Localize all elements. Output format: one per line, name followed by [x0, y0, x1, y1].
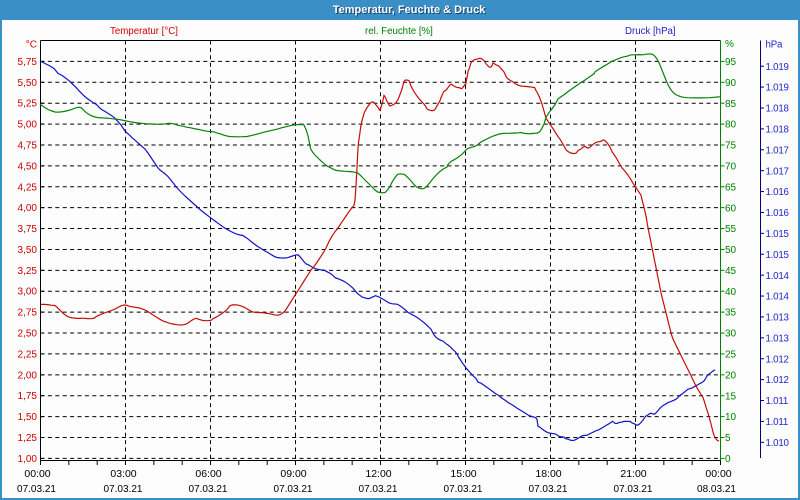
- svg-text:09:00: 09:00: [280, 468, 306, 480]
- svg-text:1,25: 1,25: [18, 433, 38, 444]
- svg-text:1.011: 1.011: [766, 396, 789, 407]
- svg-text:2,50: 2,50: [18, 329, 38, 340]
- svg-text:5,50: 5,50: [18, 78, 38, 89]
- svg-text:08.03.21: 08.03.21: [697, 484, 736, 495]
- svg-text:3,25: 3,25: [18, 266, 38, 277]
- svg-text:00:00: 00:00: [24, 468, 50, 480]
- svg-text:70: 70: [725, 161, 737, 172]
- svg-text:85: 85: [725, 99, 737, 110]
- svg-text:4,75: 4,75: [18, 140, 38, 151]
- svg-text:18:00: 18:00: [535, 468, 561, 480]
- svg-text:07.03.21: 07.03.21: [614, 484, 653, 495]
- svg-text:50: 50: [725, 245, 737, 256]
- svg-text:1.011: 1.011: [766, 417, 789, 428]
- svg-text:20: 20: [725, 370, 737, 381]
- svg-text:1.014: 1.014: [766, 271, 790, 282]
- svg-text:rel. Feuchte [%]: rel. Feuchte [%]: [365, 26, 433, 37]
- svg-text:00:00: 00:00: [705, 468, 731, 480]
- svg-text:3,75: 3,75: [18, 224, 38, 235]
- svg-text:2,25: 2,25: [18, 349, 38, 360]
- svg-text:03:00: 03:00: [110, 468, 136, 480]
- svg-text:10: 10: [725, 412, 737, 423]
- svg-text:07.03.21: 07.03.21: [17, 484, 56, 495]
- svg-text:07.03.21: 07.03.21: [529, 484, 568, 495]
- svg-text:1,75: 1,75: [18, 391, 38, 402]
- svg-text:Temperatur [°C]: Temperatur [°C]: [110, 26, 178, 37]
- svg-text:07.03.21: 07.03.21: [104, 484, 143, 495]
- svg-text:2,00: 2,00: [18, 370, 38, 381]
- svg-text:5,75: 5,75: [18, 57, 38, 68]
- svg-text:1.019: 1.019: [766, 62, 789, 73]
- svg-text:1,00: 1,00: [18, 454, 38, 465]
- svg-text:07.03.21: 07.03.21: [359, 484, 398, 495]
- svg-text:1.014: 1.014: [766, 292, 790, 303]
- svg-text:1.016: 1.016: [766, 208, 789, 219]
- svg-text:4,25: 4,25: [18, 182, 38, 193]
- svg-text:1.013: 1.013: [766, 313, 789, 324]
- svg-text:1.015: 1.015: [766, 229, 789, 240]
- svg-text:25: 25: [725, 350, 737, 361]
- svg-text:75: 75: [725, 141, 737, 152]
- svg-text:45: 45: [725, 266, 737, 277]
- svg-text:35: 35: [725, 308, 737, 319]
- svg-text:1,50: 1,50: [18, 412, 38, 423]
- svg-text:1.013: 1.013: [766, 333, 789, 344]
- svg-text:1.012: 1.012: [766, 375, 789, 386]
- svg-text:3,00: 3,00: [18, 287, 38, 298]
- svg-text:0: 0: [725, 454, 731, 465]
- svg-text:12:00: 12:00: [365, 468, 391, 480]
- svg-text:4,50: 4,50: [18, 161, 38, 172]
- svg-text:15: 15: [725, 391, 737, 402]
- svg-text:%: %: [725, 39, 734, 50]
- svg-text:30: 30: [725, 329, 737, 340]
- svg-text:07.03.21: 07.03.21: [444, 484, 483, 495]
- svg-text:07.03.21: 07.03.21: [189, 484, 228, 495]
- svg-text:2,75: 2,75: [18, 308, 38, 319]
- svg-text:5,00: 5,00: [18, 120, 38, 131]
- svg-text:40: 40: [725, 287, 737, 298]
- svg-text:55: 55: [725, 224, 737, 235]
- svg-text:95: 95: [725, 57, 737, 68]
- svg-text:1.015: 1.015: [766, 250, 789, 261]
- svg-text:1.019: 1.019: [766, 83, 789, 94]
- svg-text:60: 60: [725, 203, 737, 214]
- svg-text:5: 5: [725, 433, 731, 444]
- svg-text:3,50: 3,50: [18, 245, 38, 256]
- svg-text:21:00: 21:00: [620, 468, 646, 480]
- svg-text:07.03.21: 07.03.21: [274, 484, 313, 495]
- svg-text:1.018: 1.018: [766, 104, 789, 115]
- svg-text:°C: °C: [26, 40, 37, 51]
- svg-text:1.017: 1.017: [766, 166, 789, 177]
- svg-text:90: 90: [725, 78, 737, 89]
- svg-text:1.012: 1.012: [766, 354, 789, 365]
- svg-text:1.018: 1.018: [766, 124, 789, 135]
- svg-text:15:00: 15:00: [450, 468, 476, 480]
- svg-text:65: 65: [725, 182, 737, 193]
- svg-text:1.017: 1.017: [766, 145, 789, 156]
- svg-text:80: 80: [725, 120, 737, 131]
- svg-text:hPa: hPa: [766, 40, 783, 51]
- svg-text:1.016: 1.016: [766, 187, 789, 198]
- svg-text:5,25: 5,25: [18, 99, 38, 110]
- svg-text:4,00: 4,00: [18, 203, 38, 214]
- svg-text:06:00: 06:00: [195, 468, 221, 480]
- svg-text:1.010: 1.010: [766, 438, 790, 449]
- svg-text:Druck [hPa]: Druck [hPa]: [625, 26, 676, 37]
